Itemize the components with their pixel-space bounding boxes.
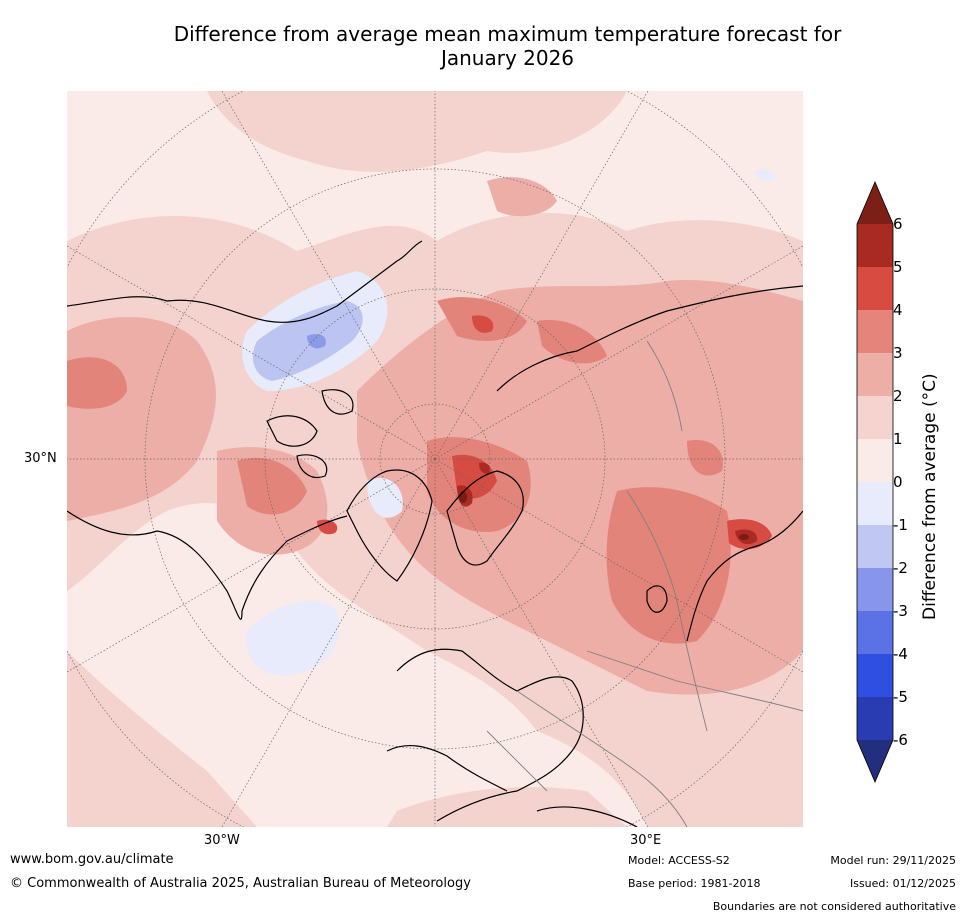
colorbar-band [857,439,893,482]
footer-disclaimer: Boundaries are not considered authoritat… [712,900,956,913]
colorbar-tick-label: 5 [893,258,903,276]
coast-north-america [67,240,423,323]
colorbar-tick-label: 0 [893,473,903,491]
colorbar-band [857,310,893,353]
coast-mediterranean [386,745,638,827]
colorbar-tick-label: -5 [893,688,908,706]
colorbar-band [857,525,893,568]
country-borders [486,340,803,827]
lon-label-30e: 30°E [630,833,662,848]
title-line-1: Difference from average mean maximum tem… [173,22,842,46]
chart-title: Difference from average mean maximum tem… [60,22,955,70]
colorbar-band [857,568,893,611]
colorbar-band [857,482,893,525]
coast-hudson-region [67,510,348,620]
coast-europe [396,648,584,822]
colorbar-band [857,611,893,654]
coast-caspian [646,585,668,613]
footer-copyright: © Commonwealth of Australia 2025, Austra… [10,876,471,891]
colorbar-extend-over [857,182,893,224]
colorbar-band [857,353,893,396]
colorbar-band [857,697,893,740]
colorbar-tick-label: -2 [893,559,908,577]
anomaly-map [67,91,803,827]
coast-greenland [346,469,433,582]
colorbar-band [857,396,893,439]
coast-siberia [496,285,803,392]
coastlines [67,240,803,827]
colorbar-tick-label: -6 [893,731,908,749]
colorbar-tick-label: -3 [893,602,908,620]
graticule [67,91,803,827]
footer-base-period: Base period: 1981-2018 [628,877,761,890]
colorbar-tick-label: 6 [893,215,903,233]
colorbar-label-text: Difference from average (°C) [920,373,940,620]
colorbar-band [857,224,893,267]
coast-arctic-islands [266,389,354,478]
colorbar [856,180,894,784]
footer-website: www.bom.gov.au/climate [10,852,174,867]
colorbar-tick-label: -4 [893,645,908,663]
colorbar-tick-label: 2 [893,387,903,405]
colorbar-band [857,267,893,310]
colorbar-tick-label: 3 [893,344,903,362]
colorbar-tick-label: 4 [893,301,903,319]
anomaly-band-m2-m3 [307,334,326,349]
coast-scandinavia [446,470,524,566]
colorbar-tick-label: -1 [893,516,908,534]
colorbar-tick-label: 1 [893,430,903,448]
lat-label-30n: 30°N [24,451,57,466]
colorbar-outline [856,180,894,784]
colorbar-band [857,654,893,697]
footer-issued: Issued: 01/12/2025 [849,877,956,890]
footer-model-run: Model run: 29/11/2025 [830,854,956,867]
lon-label-30w: 30°W [204,833,240,848]
title-line-2: January 2026 [440,46,575,70]
coast-asia-east [686,510,803,642]
colorbar-extend-under [857,740,893,782]
footer-model: Model: ACCESS-S2 [628,854,730,867]
